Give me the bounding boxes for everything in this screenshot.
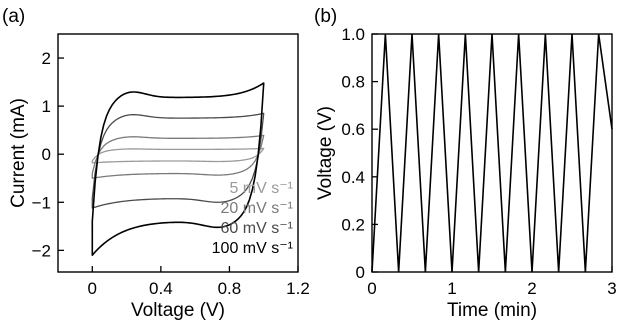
x-tick-label: 0 — [88, 279, 97, 298]
y-tick-label: 2 — [42, 49, 51, 68]
y-tick-label: 1 — [42, 97, 51, 116]
x-tick-label: 2 — [527, 279, 536, 298]
y-tick-label: 1.0 — [341, 25, 365, 44]
x-tick-label: 3 — [607, 279, 616, 298]
x-tick-label: 1 — [447, 279, 456, 298]
y-tick-label: 0.2 — [341, 215, 365, 234]
x-tick-label: 0.8 — [218, 279, 242, 298]
y-tick-label: 0.6 — [341, 120, 365, 139]
panel-b-label: (b) — [314, 6, 337, 27]
cv-curve-series-1 — [91, 147, 265, 164]
x-tick-label: 0 — [367, 279, 376, 298]
panel-b-xlabel: Time (min) — [447, 300, 537, 321]
panel-a-ylabel: Current (mA) — [8, 98, 29, 208]
panel-a-label: (a) — [2, 6, 25, 27]
panel-a-curves — [91, 82, 265, 256]
cv-curve-series-4 — [91, 82, 265, 256]
panel-b: (b) 0 1 2 3 0 0.2 0.4 0.6 0.8 1.0 Time (min) Volt… — [314, 6, 617, 321]
panel-b-curves — [371, 33, 613, 273]
legend-entry: 100 mV s⁻¹ — [212, 240, 293, 257]
panel-a: (a) 0 0.4 0.8 1.2 −2 −1 0 1 2 Voltage (V) Curren… — [2, 6, 310, 321]
panel-b-ylabel: Voltage (V) — [315, 106, 336, 200]
y-tick-label: −2 — [32, 241, 51, 260]
y-tick-label: 0.4 — [341, 168, 365, 187]
legend-entry: 60 mV s⁻¹ — [221, 220, 293, 237]
x-tick-label: 1.2 — [286, 279, 310, 298]
y-tick-label: −1 — [32, 193, 51, 212]
y-tick-label: 0.8 — [341, 73, 365, 92]
y-tick-label: 0 — [356, 263, 365, 282]
cv-curve-series-2 — [91, 134, 265, 179]
panel-a-legend: 5 mV s⁻¹ 20 mV s⁻¹ 60 mV s⁻¹ 100 mV s⁻¹ — [212, 180, 293, 257]
y-tick-label: 0 — [42, 145, 51, 164]
legend-entry: 20 mV s⁻¹ — [221, 200, 293, 217]
panel-b-frame — [371, 33, 613, 273]
panel-a-xlabel: Voltage (V) — [131, 300, 225, 321]
panel-b-ticks: 0 1 2 3 0 0.2 0.4 0.6 0.8 1.0 — [341, 25, 616, 298]
legend-entry: 5 mV s⁻¹ — [229, 180, 293, 197]
panel-a-frame — [57, 33, 299, 273]
voltage-trace — [371, 33, 613, 273]
cv-curve-series-3 — [91, 112, 265, 209]
x-tick-label: 0.4 — [149, 279, 173, 298]
panel-a-ticks: 0 0.4 0.8 1.2 −2 −1 0 1 2 — [32, 49, 310, 298]
